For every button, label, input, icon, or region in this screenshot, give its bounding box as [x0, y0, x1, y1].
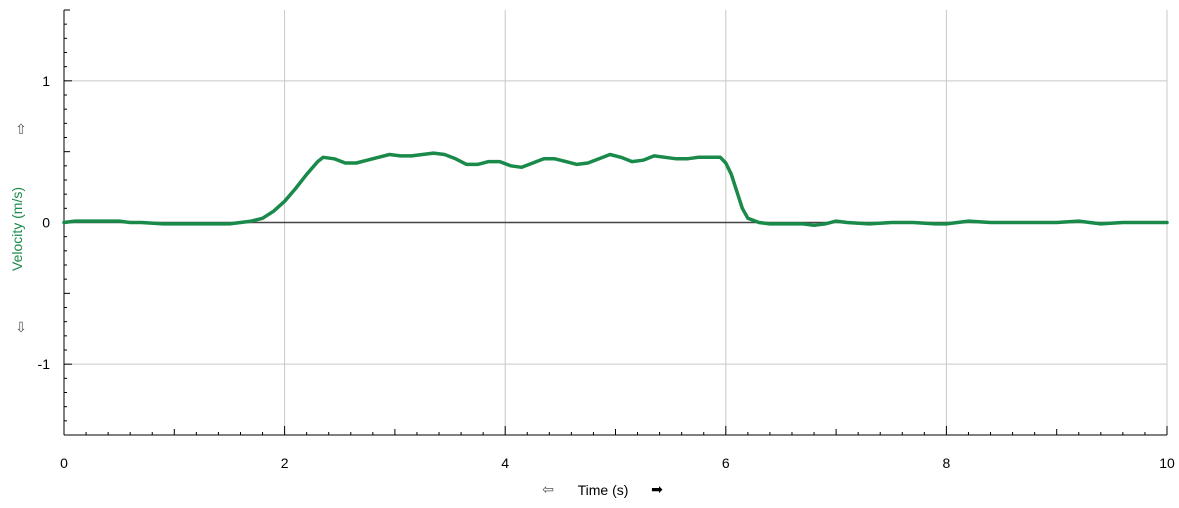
- y-tick-label: 1: [42, 73, 50, 89]
- y-tick-label: -1: [38, 356, 51, 372]
- series-layer: [62, 151, 1169, 228]
- x-tick-label: 4: [501, 455, 509, 471]
- y-down-arrow-icon[interactable]: ⇩: [15, 320, 27, 336]
- x-tick-label: 2: [281, 455, 289, 471]
- x-tick-label: 10: [1159, 455, 1175, 471]
- y-tick-label: 0: [42, 215, 50, 231]
- x-right-arrow-icon[interactable]: ➡: [651, 482, 663, 498]
- velocity-series-line: [62, 151, 1169, 228]
- x-tick-label: 6: [722, 455, 730, 471]
- y-axis-title: Velocity (m/s): [9, 187, 25, 271]
- x-tick-label: 0: [60, 455, 68, 471]
- y-up-arrow-icon[interactable]: ⇧: [15, 122, 27, 138]
- x-axis-title: Time (s): [578, 482, 629, 498]
- tick-layer: 0 2 4 6 8 10 -1 0 1: [38, 9, 1175, 471]
- label-layer: Time (s) ⇦ ➡ Velocity (m/s) ⇧ ⇩: [9, 122, 663, 498]
- x-left-arrow-icon[interactable]: ⇦: [542, 482, 554, 498]
- x-tick-label: 8: [943, 455, 951, 471]
